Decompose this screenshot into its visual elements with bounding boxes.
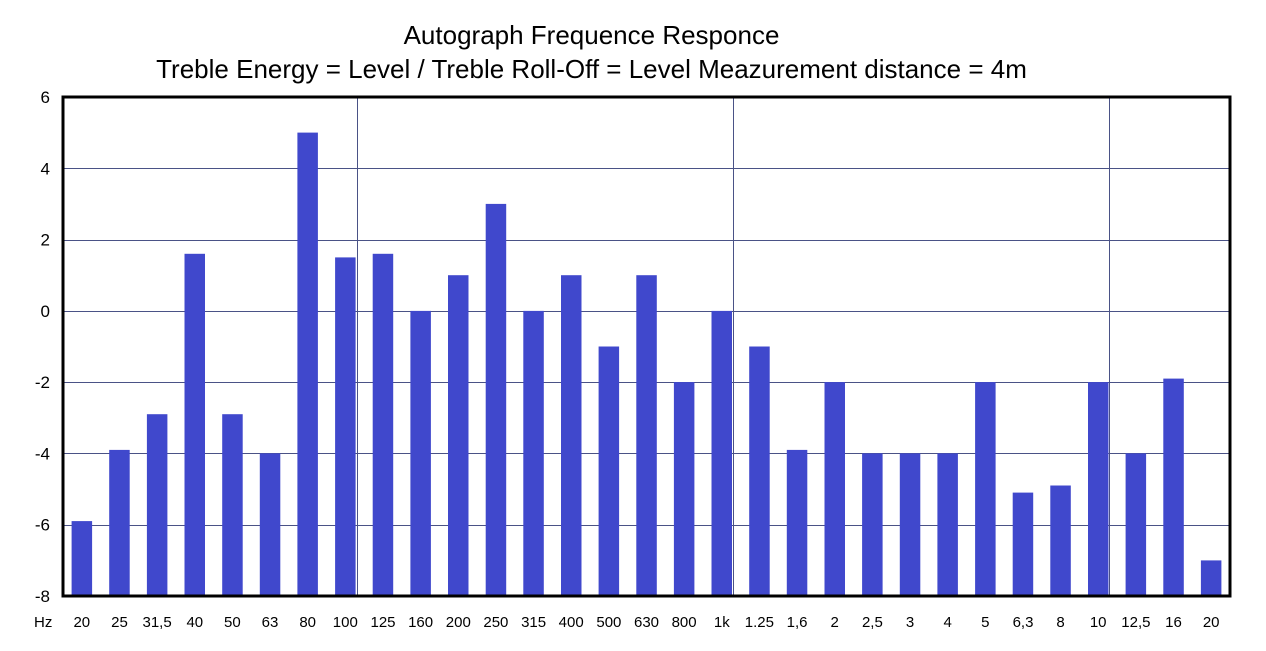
y-tick-label: 6 [41, 88, 50, 107]
bar-11 [485, 203, 507, 596]
bar-19 [786, 449, 808, 596]
bar-20 [824, 382, 845, 596]
y-tick-label: -4 [35, 444, 50, 463]
x-tick-label: 100 [333, 614, 358, 631]
x-tick-label: 4 [944, 614, 952, 631]
x-unit-label: Hz [34, 614, 52, 631]
x-tick-labels: Hz 20 25 31,5 40 50 63 80 100 125 160 200 250 315 400… [34, 614, 1220, 631]
x-tick-label: 12,5 [1121, 614, 1150, 631]
x-tick-label: 200 [446, 614, 471, 631]
bar-5 [259, 453, 281, 596]
y-tick-label: -6 [35, 516, 50, 535]
bar-29 [1163, 378, 1184, 596]
bar-12 [523, 310, 544, 596]
x-tick-label: 800 [672, 614, 697, 631]
y-tick-labels: 6 4 2 0 -2 -4 -6 -8 [35, 88, 50, 606]
x-tick-label: 2,5 [862, 614, 883, 631]
y-tick-label: 4 [41, 159, 50, 178]
y-tick-label: 0 [41, 302, 50, 321]
bar-7 [335, 257, 356, 596]
bar-8 [372, 253, 394, 597]
bar-0 [71, 521, 93, 596]
x-tick-label: 63 [262, 614, 279, 631]
x-tick-label: 400 [559, 614, 584, 631]
x-tick-label: 500 [596, 614, 621, 631]
x-tick-label: 1k [714, 614, 730, 631]
chart-title: Autograph Frequence Responce [403, 20, 780, 50]
x-tick-label: 20 [73, 614, 90, 631]
bar-13 [561, 275, 582, 596]
x-tick-label: 20 [1203, 614, 1220, 631]
x-tick-label: 25 [111, 614, 128, 631]
bars [71, 132, 1222, 597]
bar-9 [410, 310, 431, 596]
bar-2 [146, 414, 168, 596]
bar-25 [1012, 492, 1034, 596]
y-tick-label: 2 [41, 231, 50, 250]
x-tick-label: 5 [981, 614, 989, 631]
bar-22 [899, 453, 921, 596]
x-tick-label: 1.25 [745, 614, 774, 631]
bar-6 [297, 132, 318, 596]
x-tick-label: 80 [299, 614, 316, 631]
bar-3 [184, 253, 205, 597]
bar-23 [937, 453, 958, 596]
bar-14 [598, 346, 620, 596]
x-tick-label: 3 [906, 614, 914, 631]
bar-26 [1050, 485, 1071, 596]
x-tick-label: 315 [521, 614, 546, 631]
bar-18 [749, 346, 770, 596]
bar-1 [109, 449, 130, 596]
x-tick-label: 1,6 [787, 614, 808, 631]
x-tick-label: 6,3 [1013, 614, 1034, 631]
x-tick-label: 50 [224, 614, 241, 631]
bar-10 [448, 275, 469, 596]
chart-subtitle: Treble Energy = Level / Treble Roll-Off … [156, 54, 1027, 84]
bar-16 [673, 382, 695, 596]
x-tick-label: 125 [370, 614, 395, 631]
bar-15 [636, 275, 657, 596]
x-tick-label: 16 [1165, 614, 1182, 631]
bar-30 [1200, 560, 1222, 596]
x-tick-label: 2 [831, 614, 839, 631]
bar-28 [1125, 453, 1147, 596]
x-tick-label: 250 [483, 614, 508, 631]
x-tick-label: 10 [1090, 614, 1107, 631]
x-tick-label: 31,5 [142, 614, 171, 631]
bar-17 [711, 310, 732, 596]
plot-frame [61, 95, 1232, 598]
bar-24 [975, 382, 996, 596]
x-tick-label: 8 [1056, 614, 1064, 631]
x-tick-label: 40 [186, 614, 203, 631]
y-tick-label: -8 [35, 587, 50, 606]
x-tick-label: 160 [408, 614, 433, 631]
x-tick-label: 630 [634, 614, 659, 631]
bar-27 [1088, 382, 1109, 596]
bar-21 [862, 453, 883, 596]
y-tick-label: -2 [35, 373, 50, 392]
bar-4 [222, 414, 243, 596]
